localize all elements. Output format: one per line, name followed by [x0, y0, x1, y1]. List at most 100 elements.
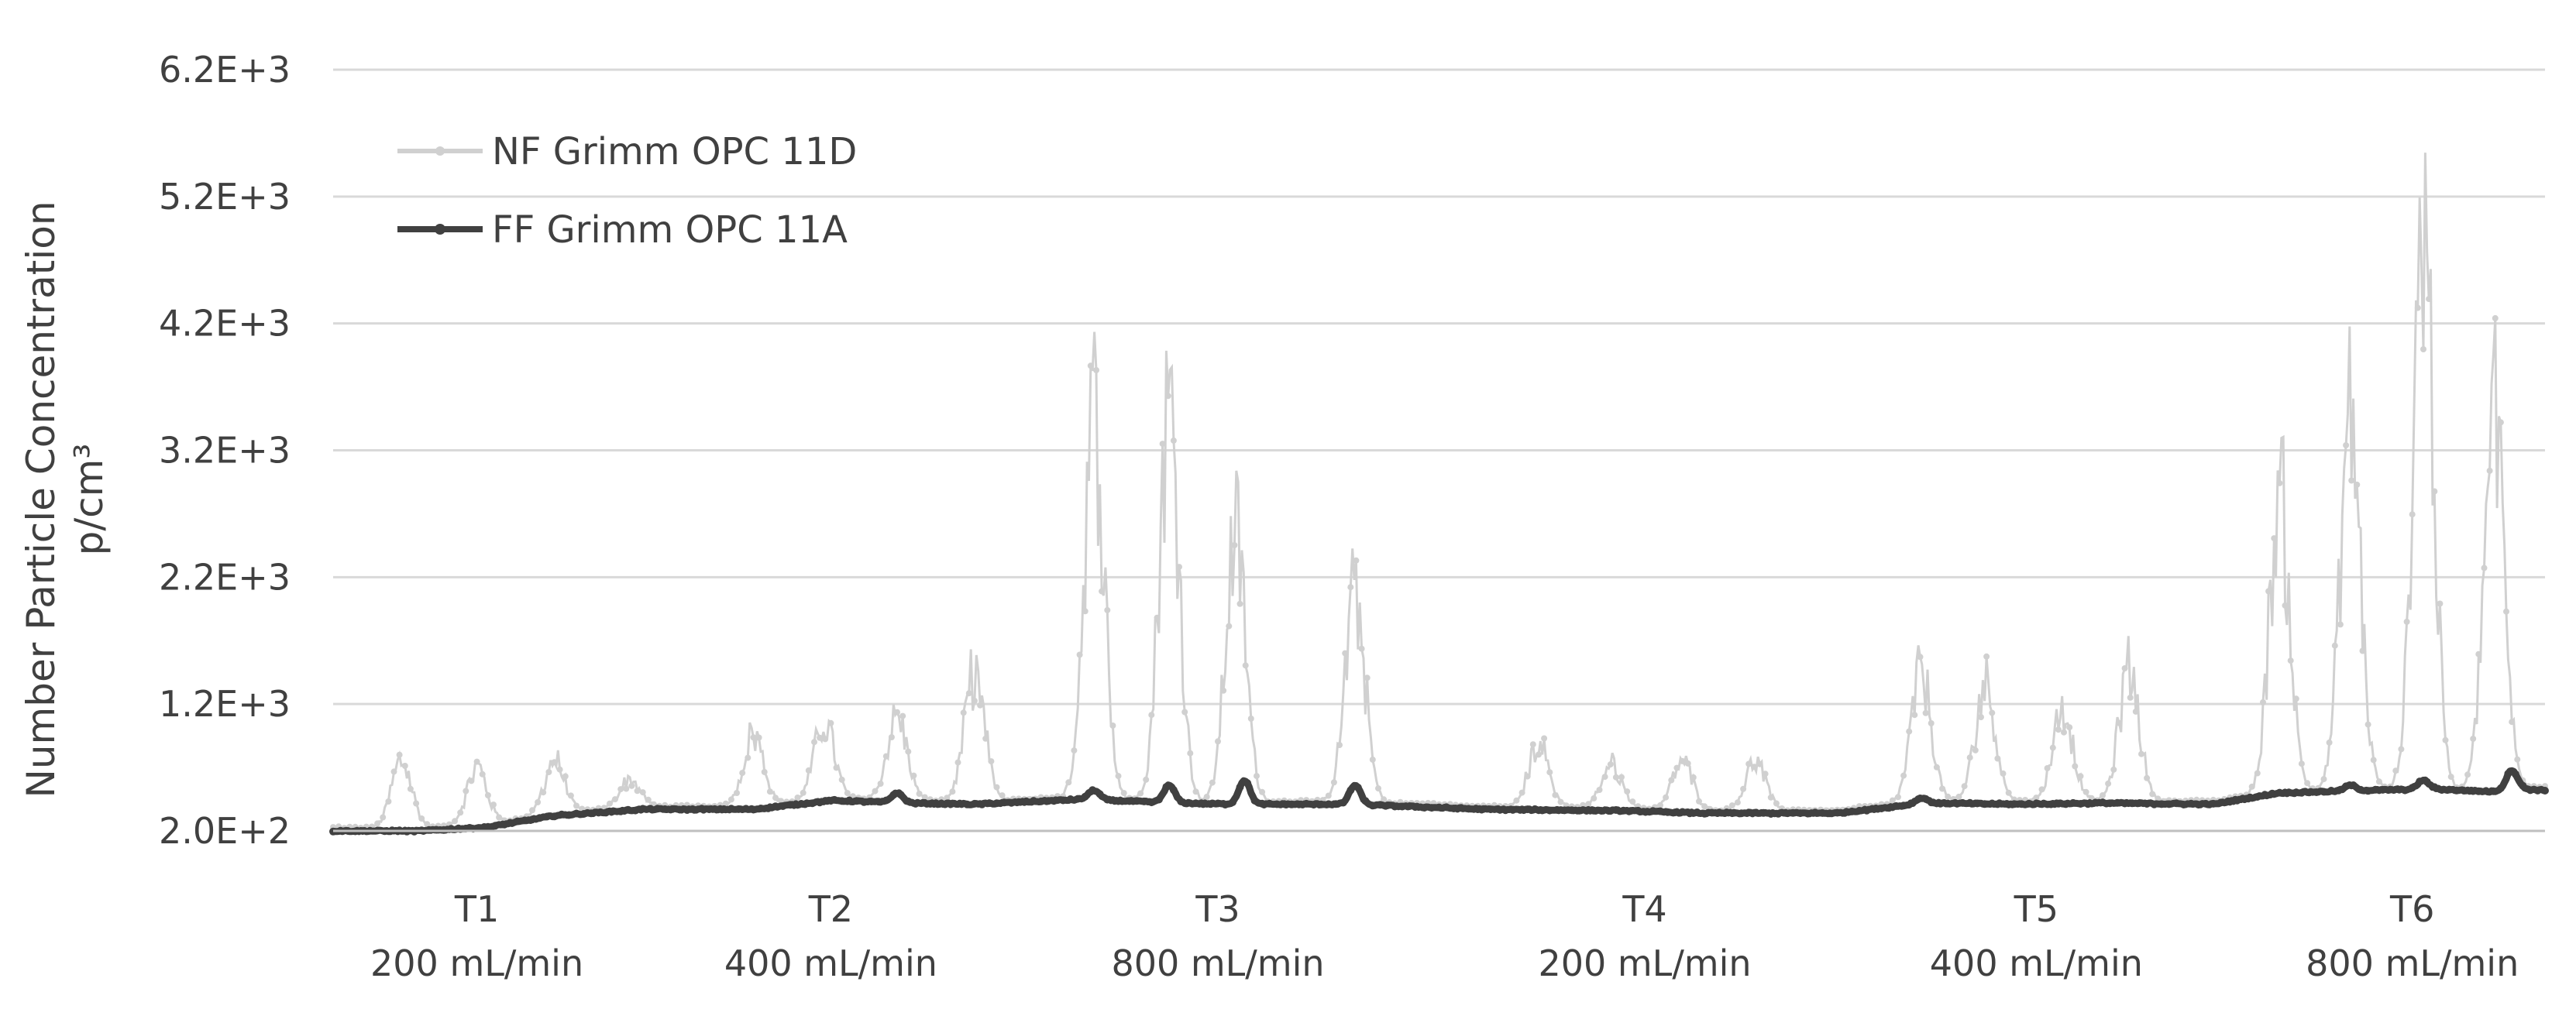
- data-point-ff: [2069, 798, 2077, 807]
- data-point-ff: [823, 797, 831, 805]
- data-point-nf: [2403, 618, 2410, 625]
- data-point-nf: [1762, 771, 1769, 777]
- data-point-nf: [473, 758, 480, 765]
- data-point-ff: [1855, 806, 1863, 815]
- data-point-nf: [722, 800, 729, 807]
- data-point-ff: [1737, 809, 1745, 818]
- data-point-ff: [2481, 787, 2490, 795]
- data-point-ff: [1177, 798, 1185, 805]
- data-point-nf: [2503, 608, 2509, 615]
- data-point-nf: [1745, 760, 1752, 767]
- data-point-nf: [1375, 785, 1381, 792]
- data-point-ff: [2223, 797, 2232, 805]
- data-point-ff: [1140, 797, 1148, 805]
- data-point-nf: [2260, 698, 2266, 705]
- data-point-nf: [772, 795, 779, 801]
- data-point-nf: [755, 734, 762, 741]
- data-point-ff: [2342, 782, 2351, 791]
- data-point-ff: [1885, 804, 1893, 812]
- data-point-nf: [965, 690, 972, 697]
- data-point-ff: [1280, 800, 1288, 808]
- data-point-ff: [1243, 779, 1252, 788]
- data-point-nf: [2409, 511, 2416, 518]
- data-point-ff: [1273, 800, 1281, 808]
- data-point-ff: [2165, 800, 2173, 808]
- data-point-ff: [653, 805, 662, 813]
- data-point-nf: [2486, 467, 2493, 474]
- data-point-ff: [749, 805, 758, 814]
- data-point-nf: [944, 795, 951, 801]
- data-point-nf: [1955, 793, 1962, 800]
- data-point-nf: [2304, 780, 2311, 787]
- data-point-ff: [2334, 786, 2343, 795]
- data-point-ff: [1752, 808, 1760, 817]
- data-point-ff: [2416, 777, 2424, 786]
- data-point-ff: [1973, 799, 1982, 808]
- data-point-ff: [889, 791, 898, 799]
- data-point-nf: [496, 814, 503, 821]
- data-point-nf: [916, 791, 923, 797]
- data-point-ff: [1353, 783, 1362, 791]
- data-point-nf: [2331, 642, 2338, 649]
- data-point-nf: [2116, 719, 2123, 726]
- data-point-nf: [1104, 606, 1111, 613]
- data-point-ff: [2076, 800, 2085, 808]
- data-point-nf: [1120, 790, 1127, 797]
- data-point-ff: [904, 797, 913, 805]
- data-point-ff: [1567, 806, 1576, 815]
- data-point-ff: [1051, 796, 1060, 805]
- data-point-ff: [2275, 788, 2284, 797]
- data-point-ff: [1435, 803, 1443, 812]
- data-point-ff: [1457, 804, 1465, 812]
- data-point-nf: [2155, 795, 2162, 802]
- data-point-ff: [1464, 805, 1473, 813]
- data-point-ff: [2452, 786, 2461, 795]
- data-point-ff: [646, 805, 655, 813]
- data-point-ff: [2437, 786, 2446, 795]
- data-point-nf: [413, 800, 420, 807]
- data-point-nf: [484, 792, 491, 798]
- data-point-nf: [1922, 709, 1929, 716]
- data-point-ff: [1250, 796, 1259, 805]
- data-point-nf: [1917, 654, 1924, 661]
- data-point-nf: [457, 809, 464, 816]
- data-point-ff: [631, 806, 640, 815]
- data-point-ff: [1671, 808, 1679, 817]
- data-point-nf: [2514, 756, 2521, 763]
- data-point-ff: [550, 812, 559, 821]
- data-point-nf: [2055, 726, 2062, 733]
- data-point-ff: [786, 801, 794, 809]
- data-point-nf: [1889, 797, 1896, 804]
- data-point-nf: [1541, 735, 1548, 742]
- data-point-nf: [385, 798, 392, 805]
- data-point-ff: [1553, 805, 1561, 814]
- data-point-nf: [899, 712, 906, 719]
- data-point-nf: [910, 772, 917, 779]
- data-point-ff: [1184, 798, 1192, 807]
- legend-label-nf: NF Grimm OPC 11D: [492, 130, 857, 173]
- data-point-ff: [2135, 799, 2144, 807]
- data-point-nf: [2265, 588, 2272, 595]
- data-point-ff: [1229, 798, 1236, 806]
- data-point-nf: [567, 792, 574, 799]
- data-point-nf: [822, 736, 829, 743]
- data-point-ff: [720, 805, 728, 813]
- data-point-ff: [2143, 800, 2151, 808]
- data-point-nf: [949, 788, 956, 795]
- data-point-nf: [2359, 647, 2366, 654]
- data-point-ff: [1324, 800, 1333, 808]
- x-category-label: T5: [2014, 888, 2058, 930]
- data-point-nf: [800, 789, 807, 796]
- data-point-nf: [1961, 783, 1968, 790]
- data-point-nf: [1696, 798, 1702, 805]
- data-point-ff: [1781, 808, 1790, 817]
- data-point-ff: [926, 800, 934, 808]
- data-point-nf: [1679, 757, 1686, 764]
- data-point-nf: [1629, 798, 1636, 805]
- data-point-nf: [617, 786, 624, 793]
- data-point-ff: [1936, 799, 1945, 808]
- data-point-nf: [2375, 778, 2382, 785]
- data-point-nf: [1242, 662, 1249, 669]
